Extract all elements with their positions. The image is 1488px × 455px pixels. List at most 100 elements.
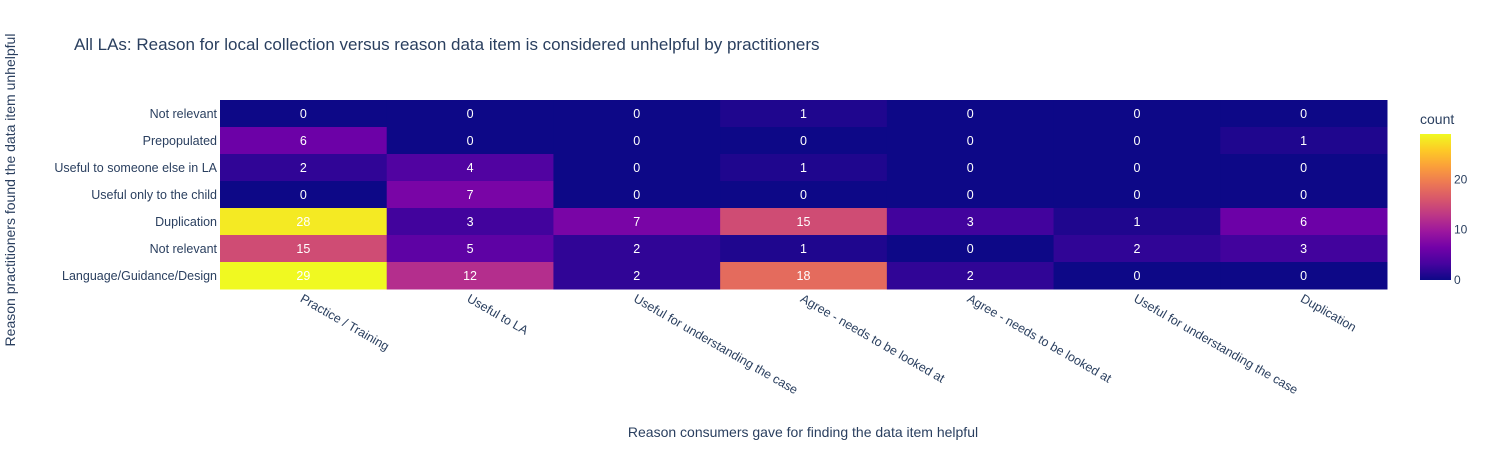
cell-value-label: 0 — [967, 188, 974, 202]
cell-value-label: 0 — [1133, 188, 1140, 202]
heatmap-cell — [553, 100, 721, 128]
cell-value-label: 28 — [296, 215, 310, 229]
heatmap-cell — [720, 208, 888, 236]
heatmap-cell — [386, 181, 554, 209]
heatmap-cell — [720, 127, 888, 155]
x-tick-label: Agree - needs to be looked at — [965, 291, 1114, 385]
cell-value-label: 2 — [633, 242, 640, 256]
x-tick-labels: Practice / Training Useful to LA Useful fo… — [298, 291, 1359, 397]
colorbar-tick-label: 10 — [1454, 223, 1468, 237]
cell-value-label: 1 — [800, 107, 807, 121]
heatmap-cell — [886, 235, 1055, 263]
cell-value-label: 0 — [1300, 188, 1307, 202]
heatmap-cell — [1220, 181, 1388, 209]
cell-value-label: 0 — [1133, 107, 1140, 121]
y-tick-label: Useful only to the child — [91, 188, 217, 202]
cell-value-label: 0 — [1133, 134, 1140, 148]
cell-value-label: 2 — [300, 161, 307, 175]
heatmap-cell — [886, 127, 1055, 155]
cell-value-label: 3 — [967, 215, 974, 229]
heatmap-cell — [553, 235, 721, 263]
heatmap-cell — [220, 181, 388, 209]
heatmap-cell — [886, 181, 1055, 209]
heatmap-cell — [220, 127, 388, 155]
heatmap-cell — [386, 235, 554, 263]
cell-value-label: 2 — [633, 269, 640, 283]
heatmap-cell — [386, 100, 554, 128]
cell-value-label: 1 — [1300, 134, 1307, 148]
cell-value-label: 7 — [633, 215, 640, 229]
cell-value-label: 12 — [463, 269, 477, 283]
heatmap-cell — [886, 154, 1055, 182]
cell-value-label: 0 — [633, 107, 640, 121]
heatmap-cell — [1053, 235, 1221, 263]
cell-value-label: 0 — [633, 188, 640, 202]
x-tick-label: Duplication — [1298, 291, 1359, 334]
cell-value-label: 0 — [800, 134, 807, 148]
cell-value-label: 2 — [967, 269, 974, 283]
chart-title: All LAs: Reason for local collection ver… — [74, 35, 820, 54]
y-tick-label: Prepopulated — [143, 134, 217, 148]
cell-value-label: 3 — [467, 215, 474, 229]
cell-value-label: 0 — [633, 161, 640, 175]
heatmap-cell — [220, 208, 388, 236]
heatmap-cell — [220, 154, 388, 182]
heatmap-cell — [553, 262, 721, 290]
cell-value-label: 0 — [1133, 161, 1140, 175]
heatmap-cell — [386, 208, 554, 236]
cell-value-label: 0 — [967, 107, 974, 121]
cell-value-label: 15 — [296, 242, 310, 256]
y-tick-label: Language/Guidance/Design — [62, 269, 217, 283]
x-tick-label: Agree - needs to be looked at — [798, 291, 947, 385]
heatmap-cell — [720, 100, 888, 128]
y-tick-labels: Not relevant Prepopulated Useful to someon… — [54, 107, 217, 283]
y-tick-label: Not relevant — [150, 107, 218, 121]
y-tick-label: Useful to someone else in LA — [54, 161, 217, 175]
cell-value-label: 3 — [1300, 242, 1307, 256]
heatmap-cell — [386, 262, 554, 290]
colorbar-tick-label: 20 — [1454, 172, 1468, 186]
heatmap-cell — [886, 208, 1055, 236]
heatmap-cell — [1220, 127, 1388, 155]
cell-value-label: 1 — [800, 242, 807, 256]
heatmap-cell — [1053, 208, 1221, 236]
cell-value-label: 0 — [633, 134, 640, 148]
heatmap-cell — [886, 100, 1055, 128]
cell-value-label: 4 — [467, 161, 474, 175]
cell-value-label: 18 — [797, 269, 811, 283]
cell-value-label: 6 — [300, 134, 307, 148]
heatmap-cell — [1053, 262, 1221, 290]
cell-value-label: 0 — [1300, 107, 1307, 121]
heatmap-cell — [553, 181, 721, 209]
heatmap-cell — [553, 208, 721, 236]
heatmap-cell — [720, 181, 888, 209]
cell-value-label: 0 — [300, 107, 307, 121]
cell-value-label: 0 — [300, 188, 307, 202]
heatmap-cell — [220, 262, 388, 290]
heatmap-cell — [1053, 100, 1221, 128]
cell-value-label: 15 — [797, 215, 811, 229]
colorbar-tick-label: 0 — [1454, 273, 1461, 287]
heatmap-cell — [386, 127, 554, 155]
cell-value-label: 0 — [967, 134, 974, 148]
heatmap-cell — [386, 154, 554, 182]
y-tick-label: Not relevant — [150, 242, 218, 256]
cell-value-label: 0 — [800, 188, 807, 202]
heatmap-cell — [553, 127, 721, 155]
heatmap-cell — [1220, 154, 1388, 182]
x-tick-label: Useful for understanding the case — [631, 291, 800, 397]
heatmap-cell — [220, 100, 388, 128]
colorbar — [1420, 134, 1451, 280]
cell-value-label: 0 — [967, 242, 974, 256]
heatmap-cell — [1220, 208, 1388, 236]
cell-value-label: 1 — [1133, 215, 1140, 229]
cell-value-label: 0 — [467, 107, 474, 121]
heatmap-cell — [720, 154, 888, 182]
heatmap-cell — [720, 235, 888, 263]
x-axis-title: Reason consumers gave for finding the da… — [628, 424, 978, 440]
heatmap-cell — [1053, 181, 1221, 209]
cell-value-label: 0 — [1133, 269, 1140, 283]
x-tick-label: Useful to LA — [465, 291, 532, 338]
cell-value-label: 0 — [1300, 269, 1307, 283]
